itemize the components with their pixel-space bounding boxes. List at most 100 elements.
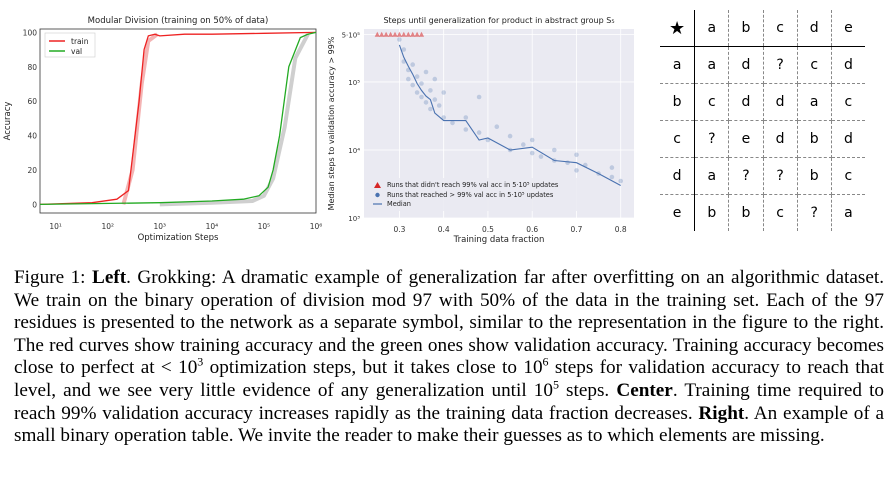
reached-point: [494, 124, 500, 129]
table-row: a a d? c d: [660, 46, 865, 84]
table-row: e b b c? a: [660, 194, 865, 231]
xtick-label: 0.4: [438, 225, 450, 234]
caption-right-text: . An example of a small binary operation…: [14, 402, 884, 447]
caption-left-text-3: optimization steps, but it takes close t…: [203, 357, 543, 379]
ytick-label: 20: [27, 166, 37, 175]
legend-swatch-not-reached: [374, 182, 381, 188]
table-header-cell: a: [694, 10, 730, 47]
ytick-label: 10³: [348, 215, 360, 223]
xtick-label: 0.7: [570, 225, 582, 234]
table-cell: c: [831, 83, 865, 121]
caption-exp-2: 6: [542, 354, 549, 369]
reached-point: [538, 154, 544, 159]
caption-label: Figure 1:: [14, 267, 86, 288]
reached-point: [609, 174, 615, 180]
table-cell: c: [797, 46, 832, 84]
not-reached-marker: [405, 31, 411, 37]
table-cell: a: [694, 46, 730, 84]
reached-point: [529, 137, 535, 143]
caption-right-head: Right: [698, 402, 745, 424]
reached-point: [423, 69, 429, 75]
caption-left-text-5: steps.: [558, 379, 617, 401]
caption-left-text-4: steps for validation accuracy to reach t…: [14, 357, 884, 401]
ytick-label: 10⁵: [348, 79, 360, 87]
xtick-label: 10²: [101, 222, 114, 231]
legend-label-median: Median: [387, 200, 411, 208]
table-row-header: c: [660, 120, 696, 158]
ytick-label: 100: [23, 28, 38, 37]
table-row: c? e d b d: [660, 120, 865, 158]
table-cell: b: [797, 120, 832, 158]
legend-label-reached: Runs that reached > 99% val acc in 5·10⁵…: [387, 191, 554, 199]
not-reached-marker: [392, 31, 398, 37]
reached-point: [414, 90, 420, 95]
x-axis-label: Optimization Steps: [138, 233, 219, 243]
y-axis-label: Accuracy: [3, 102, 13, 141]
generalization-steps-chart: 10³ 10⁴ 10⁵ 5·10⁵ 0.3 0.4 0.5 0.6 0.7 0.8 Training…: [327, 16, 634, 245]
xtick-label: 0.5: [482, 225, 494, 234]
not-reached-marker: [401, 31, 407, 37]
table-cell: ?: [797, 194, 832, 231]
caption-left-head: Left: [92, 267, 127, 288]
not-reached-marker: [414, 31, 420, 37]
reached-point: [521, 142, 526, 147]
figure-caption: Figure 1: Left. Grokking: A dramatic exa…: [14, 267, 884, 448]
table-row-header: d: [660, 157, 696, 195]
table-row: d a?? b c: [660, 157, 865, 195]
caption-pct: 50%: [479, 289, 516, 311]
ytick-label: 5·10⁵: [342, 31, 361, 39]
reached-point: [463, 115, 469, 120]
reached-point: [428, 106, 433, 112]
table-cell: c: [831, 157, 865, 195]
reached-point: [618, 178, 623, 184]
table-cell: d: [763, 120, 798, 158]
reached-point: [565, 160, 570, 165]
xtick-label: 10¹: [49, 222, 62, 231]
reached-point: [529, 150, 535, 156]
chart-title: Modular Division (training on 50% of dat…: [88, 16, 269, 26]
table-cell: c: [694, 83, 730, 121]
not-reached-marker: [374, 31, 380, 37]
reached-point: [574, 168, 579, 173]
table-row-header: e: [660, 194, 696, 231]
reached-point: [410, 82, 415, 88]
table-cell: b: [797, 157, 832, 195]
table-cell: d: [763, 83, 798, 121]
table-cell: d: [831, 120, 865, 158]
grokking-chart: 0 20 40 60 80 100 10¹ 10² 10³ 10⁴ 10⁵ 10⁶ Optimizati…: [3, 16, 323, 243]
caption-center-text: . Training time required to reach 99% va…: [14, 379, 885, 424]
table-cell: a: [844, 205, 853, 221]
caption-left-text: . Grokking: A dramatic example of genera…: [14, 267, 884, 311]
table-header-row: ★ a b c d e: [660, 10, 865, 47]
xtick-label: 10³: [154, 222, 167, 231]
table-cell: e: [728, 120, 764, 158]
table-cell: ?: [728, 157, 764, 195]
reached-point: [463, 127, 469, 132]
table-cell: d: [831, 46, 865, 84]
legend-label-val: val: [71, 47, 82, 56]
reached-point: [410, 62, 415, 67]
reached-point: [441, 90, 446, 95]
table-header-cell: d: [797, 10, 832, 47]
table-cell: ?: [763, 46, 798, 84]
legend-swatch-reached: [375, 192, 380, 198]
ytick-label: 80: [27, 63, 37, 72]
table-cell: d: [728, 46, 764, 84]
xtick-label: 0.6: [526, 225, 538, 234]
not-reached-marker: [410, 31, 416, 37]
caption-left-text-2: of the data in the training set. Each of…: [14, 289, 884, 379]
table-cell: b: [728, 194, 764, 231]
reached-point: [476, 94, 482, 100]
xtick-label: 10⁶: [310, 222, 323, 231]
operator-star: ★: [660, 10, 696, 47]
chart-legend: Runs that didn't reach 99% val acc in 5·…: [372, 178, 604, 211]
y-axis-label: Median steps to validation accuracy > 99…: [327, 36, 336, 210]
legend-label-train: train: [71, 37, 89, 46]
not-reached-marker: [418, 31, 425, 37]
reached-point: [436, 103, 442, 108]
caption-exp-3: 5: [552, 377, 559, 392]
table-cell: ?: [763, 157, 798, 195]
reached-point: [397, 37, 402, 42]
